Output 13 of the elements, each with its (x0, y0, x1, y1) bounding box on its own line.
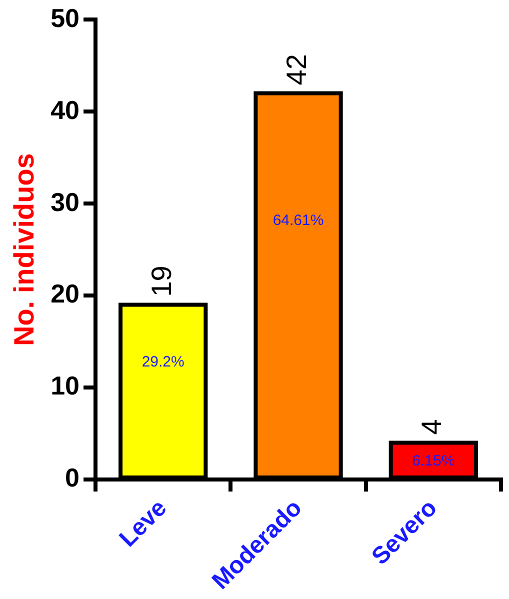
y-tick-label: 30 (50, 186, 80, 217)
annotation: 29.2% (142, 354, 184, 371)
y-tick-label: 0 (65, 462, 80, 493)
y-axis-title: No. individuos (8, 153, 40, 346)
y-tick-label: 20 (50, 278, 80, 309)
y-tick-label: 50 (50, 2, 80, 33)
data-label: 4 (416, 419, 448, 435)
annotation: 64.61% (272, 212, 324, 229)
annotation: 6.15% (412, 452, 455, 470)
data-label: 19 (146, 266, 177, 297)
y-tick-label: 10 (50, 370, 80, 401)
data-label: 42 (280, 54, 312, 86)
y-tick-label: 40 (50, 94, 80, 125)
